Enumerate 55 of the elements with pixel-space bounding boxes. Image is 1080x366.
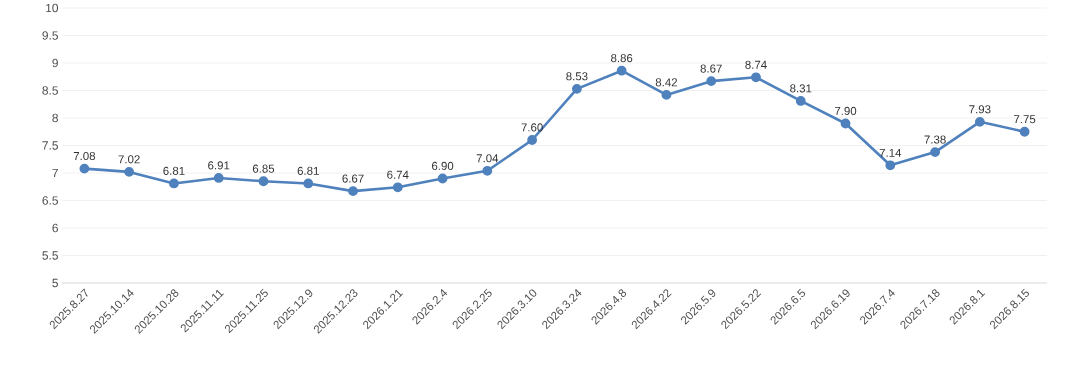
data-label: 6.91 bbox=[208, 161, 230, 170]
data-label: 7.93 bbox=[969, 105, 991, 114]
data-label: 8.86 bbox=[611, 54, 633, 63]
y-tick-label: 7 bbox=[52, 168, 58, 178]
point bbox=[885, 160, 896, 171]
y-tick-label: 9.5 bbox=[42, 31, 58, 40]
data-label: 7.90 bbox=[834, 106, 857, 115]
y-tick-label: 9 bbox=[52, 58, 58, 68]
point bbox=[661, 90, 672, 100]
y-tick-label: 5.5 bbox=[42, 251, 58, 260]
data-label: 8.31 bbox=[790, 84, 812, 93]
point bbox=[840, 118, 851, 129]
data-label: 6.81 bbox=[163, 166, 185, 175]
y-tick-label: 7.5 bbox=[42, 141, 58, 150]
y-tick-label: 8.5 bbox=[42, 86, 58, 95]
point bbox=[303, 178, 314, 189]
point bbox=[348, 186, 358, 197]
point bbox=[974, 116, 985, 127]
point bbox=[795, 96, 806, 106]
y-tick-label: 10 bbox=[46, 3, 59, 13]
point bbox=[706, 76, 717, 87]
point bbox=[258, 176, 269, 187]
data-label: 7.38 bbox=[924, 135, 946, 144]
data-label: 6.67 bbox=[342, 174, 364, 183]
point bbox=[213, 173, 224, 183]
point bbox=[1019, 126, 1030, 137]
data-label: 7.14 bbox=[879, 148, 902, 157]
point bbox=[392, 182, 403, 193]
data-label: 8.53 bbox=[566, 72, 588, 81]
point bbox=[751, 72, 761, 83]
data-label: 7.02 bbox=[118, 155, 140, 164]
data-label: 8.42 bbox=[655, 78, 678, 87]
y-tick-label: 5 bbox=[52, 278, 58, 288]
data-label: 6.81 bbox=[297, 166, 319, 175]
point bbox=[930, 147, 940, 157]
point bbox=[79, 163, 90, 174]
point bbox=[124, 167, 135, 177]
point bbox=[527, 135, 538, 145]
data-label: 7.75 bbox=[1014, 115, 1036, 124]
data-label: 8.74 bbox=[745, 60, 767, 69]
data-label: 7.04 bbox=[476, 154, 499, 163]
point bbox=[571, 83, 582, 94]
point bbox=[169, 178, 179, 189]
y-tick-label: 6.5 bbox=[42, 196, 58, 205]
data-label: 7.60 bbox=[521, 123, 543, 132]
data-label: 6.90 bbox=[432, 161, 454, 170]
point bbox=[616, 65, 627, 76]
data-label: 6.74 bbox=[387, 170, 409, 179]
point bbox=[482, 165, 493, 176]
data-label: 6.85 bbox=[252, 164, 275, 173]
y-tick-label: 8 bbox=[52, 113, 58, 123]
data-label: 8.67 bbox=[700, 64, 722, 73]
y-tick-label: 6 bbox=[52, 223, 58, 233]
point bbox=[437, 173, 448, 184]
data-label: 7.08 bbox=[73, 151, 96, 161]
